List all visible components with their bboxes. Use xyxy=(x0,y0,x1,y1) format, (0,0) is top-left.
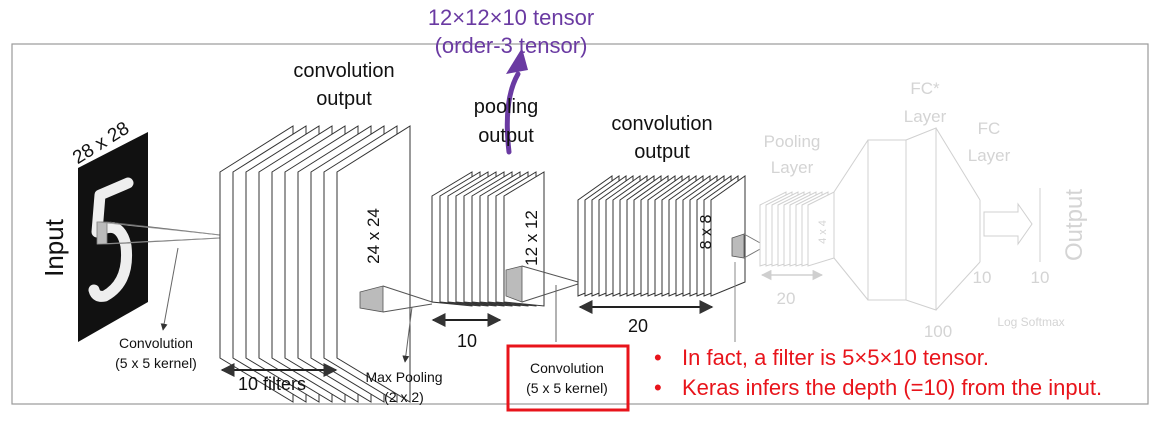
faded-dense-layers xyxy=(759,127,1041,311)
tensor-caption-line1: 12×12×10 tensor xyxy=(427,5,595,30)
conv2-kernel-label-line1: Convolution xyxy=(530,360,604,376)
conv1-kernel-label-line1: Convolution xyxy=(119,335,193,351)
pool2-depth-label: 20 xyxy=(777,289,796,308)
fc1-label-line1: FC* xyxy=(910,79,940,98)
tensor-caption-line2: (order-3 tensor) xyxy=(434,33,588,58)
pool1-depth-label: 10 xyxy=(457,331,477,351)
pool1-output-label-line2: output xyxy=(478,125,534,147)
tensor-arrow-head xyxy=(506,48,528,74)
pool2-size-label: 4 x 4 xyxy=(817,220,829,244)
input-label: Input xyxy=(39,218,69,277)
conv2-kernel-label-line2: (5 x 5 kernel) xyxy=(526,380,608,396)
pool1-output-label-line1: pooling xyxy=(474,96,539,118)
fc2-label-line1: FC xyxy=(978,119,1001,138)
pool1-feature-maps xyxy=(431,171,579,342)
conv2-output-label-line1: convolution xyxy=(611,113,712,135)
output-label: Output xyxy=(1061,189,1088,261)
tensor-arrow xyxy=(504,71,521,155)
conv1-output-label-line1: convolution xyxy=(293,60,394,82)
pool2-label-line2: Layer xyxy=(771,158,814,177)
conv2-depth-label: 20 xyxy=(628,316,648,336)
conv1-output-label-line2: output xyxy=(316,88,372,110)
note-item: In fact, a filter is 5×5×10 tensor. xyxy=(654,343,1102,373)
notes-list: In fact, a filter is 5×5×10 tensor. Kera… xyxy=(654,343,1102,403)
conv2-feature-maps xyxy=(577,175,763,342)
conv1-filters-label: 10 filters xyxy=(238,374,306,394)
conv1-kernel-label-line2: (5 x 5 kernel) xyxy=(115,355,197,371)
input-image xyxy=(78,132,221,342)
fc2-label-line2: Layer xyxy=(968,146,1011,165)
fc2-size-label: 10 xyxy=(973,268,992,287)
fc1-size-label: 100 xyxy=(924,322,952,341)
slide-frame xyxy=(11,43,1149,405)
fc1-label-line2: Layer xyxy=(904,107,947,126)
max-pooling-label-line2: (2 x 2) xyxy=(384,389,424,405)
log-softmax-label: Log Softmax xyxy=(997,315,1064,329)
tensor-caption: 12×12×10 tensor (order-3 tensor) xyxy=(388,4,634,60)
conv2-output-label-line2: output xyxy=(634,141,690,163)
pool2-label-line1: Pooling xyxy=(764,132,821,151)
conv2-map-size: 8 x 8 xyxy=(698,215,715,250)
conv1-map-size: 24 x 24 xyxy=(364,208,383,264)
softmax-size-label: 10 xyxy=(1031,268,1050,287)
note-item: Keras infers the depth (=10) from the in… xyxy=(654,373,1102,403)
highlight-box xyxy=(506,344,630,412)
conv1-feature-maps xyxy=(219,125,433,403)
pool1-map-size: 12 x 12 xyxy=(522,210,541,266)
max-pooling-label-line1: Max Pooling xyxy=(365,369,442,385)
